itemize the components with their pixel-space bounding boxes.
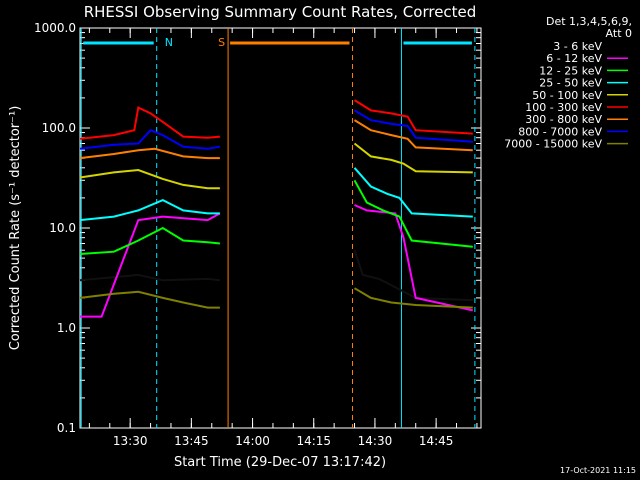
series-line-4 (353, 167, 473, 218)
y-tick-label: 1.0 (57, 321, 76, 335)
legend-label: 3 - 6 keV (553, 40, 602, 53)
y-tick-label: 10.0 (49, 221, 76, 235)
legend-label: 100 - 300 keV (525, 101, 602, 114)
y-tick-label: 100.0 (42, 121, 76, 135)
y-tick-label: 0.1 (57, 421, 76, 435)
series-line-9 (79, 290, 220, 309)
series-line-1 (79, 273, 221, 282)
x-tick-label: 13:45 (174, 434, 209, 448)
x-tick-label: 14:15 (296, 434, 331, 448)
series-line-7 (353, 119, 473, 152)
x-tick-label: 14:45 (419, 434, 454, 448)
legend-label: 6 - 12 keV (546, 52, 602, 65)
legend-label: 25 - 50 keV (539, 77, 602, 90)
series-line-7 (79, 147, 220, 160)
legend-title-line-1: Det 1,3,4,5,6,9, (546, 15, 632, 28)
series-line-8 (79, 129, 221, 150)
legend-label: 50 - 100 keV (532, 89, 602, 102)
series-line-1 (353, 249, 473, 302)
plot-frame (79, 27, 482, 429)
flag-label: N (165, 36, 173, 49)
legend-label: 12 - 25 keV (539, 64, 602, 77)
series-line-5 (353, 142, 473, 174)
series-line-2 (354, 204, 474, 312)
series-line-6 (353, 99, 473, 135)
legend-title-line-2: Att 0 (606, 27, 632, 40)
x-axis-label: Start Time (29-Dec-07 13:17:42) (174, 455, 386, 470)
timestamp: 17-Oct-2021 11:15 (560, 466, 636, 475)
series-line-5 (79, 168, 220, 190)
series-line-6 (79, 106, 220, 140)
y-tick-label: 1000.0 (34, 21, 76, 35)
flag-label: S (218, 36, 225, 49)
series-line-9 (353, 287, 473, 309)
series-line-2 (80, 212, 221, 318)
series-line-3 (79, 226, 220, 255)
series-line-4 (79, 198, 220, 222)
series-line-3 (353, 179, 473, 248)
legend-label: 300 - 800 keV (525, 113, 602, 126)
legend-label: 7000 - 15000 keV (504, 138, 602, 151)
x-tick-label: 14:00 (235, 434, 270, 448)
series-line-8 (353, 109, 473, 143)
x-tick-label: 13:30 (113, 434, 148, 448)
chart-title: RHESSI Observing Summary Count Rates, Co… (84, 3, 477, 21)
legend-label: 800 - 7000 keV (518, 125, 602, 138)
x-tick-label: 14:30 (358, 434, 393, 448)
y-axis-label: Corrected Count Rate (s⁻¹ detector⁻¹) (8, 106, 23, 351)
